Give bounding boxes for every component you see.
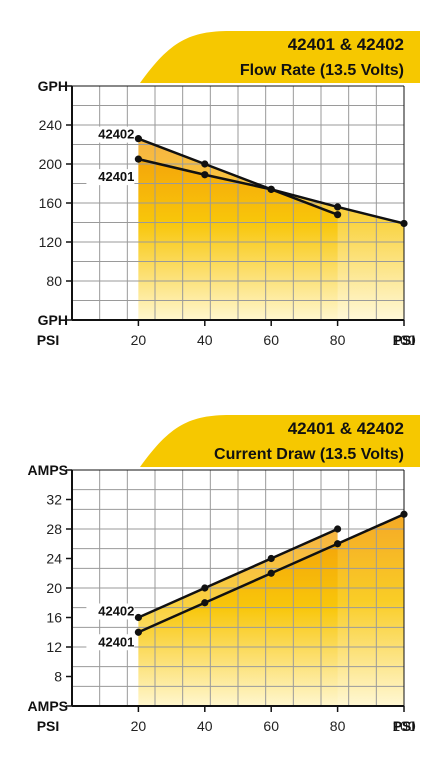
data-point [400,219,408,228]
data-point [201,584,209,592]
y-tick-label: 28 [46,521,62,537]
title-banner [140,415,420,467]
x-tick-label: 60 [263,332,279,348]
x-axis-unit-left: PSI [37,718,60,734]
chart-title: 42401 & 42402 [288,35,404,54]
x-tick-label: 40 [197,332,213,348]
x-tick-label: 80 [330,718,346,734]
y-tick-label: 160 [39,195,63,211]
y-axis-unit-bottom: GPH [38,312,68,328]
series-label: 42402 [98,604,134,619]
title-banner [140,31,420,83]
data-point [134,613,142,622]
y-tick-label: 80 [46,273,62,289]
series-label: 42402 [98,127,134,142]
data-point [267,185,275,193]
series-label-bg [86,634,135,651]
x-tick-label: 40 [197,718,213,734]
data-point [201,599,209,607]
y-axis-unit-bottom: AMPS [28,698,68,714]
series-line [137,527,339,619]
y-axis-unit-top: GPH [38,78,68,94]
series-label: 42401 [98,634,134,649]
series-label-bg [86,169,135,186]
x-axis-unit-right: PSI [393,332,416,348]
x-tick-label: 100 [392,718,416,734]
x-tick-label: 100 [392,332,416,348]
chart-subtitle: Current Draw (13.5 Volts) [214,446,404,463]
data-point [267,554,275,563]
data-point [334,525,342,533]
y-tick-label: 240 [39,117,63,133]
x-tick-label: 20 [131,718,147,734]
y-axis-unit-top: AMPS [28,462,68,478]
data-point [134,155,142,163]
data-point [334,203,342,211]
x-axis-unit-right: PSI [393,718,416,734]
y-tick-label: 20 [46,580,62,596]
data-point [334,540,342,548]
y-tick-label: 16 [46,610,62,626]
y-tick-label: 8 [54,669,62,685]
series-line [138,157,339,216]
y-tick-label: 24 [46,551,62,567]
y-tick-label: 120 [39,234,63,250]
chart-title: 42401 & 42402 [288,419,404,438]
x-axis-unit-left: PSI [37,332,60,348]
series-label-bg [86,603,135,620]
chart-subtitle: Flow Rate (13.5 Volts) [240,62,404,79]
y-tick-label: 32 [46,492,62,508]
series-label: 42401 [98,169,134,184]
data-point [400,510,408,518]
series-label-bg [86,126,135,143]
y-tick-label: 200 [39,156,63,172]
data-point [201,160,209,168]
x-tick-label: 60 [263,718,279,734]
data-point [334,211,342,219]
current-draw-chart: 42401 & 42402 Current Draw (13.5 Volts) 8 1… [28,415,420,734]
y-tick-label: 12 [46,639,62,655]
x-tick-label: 80 [330,332,346,348]
data-point [134,135,142,143]
x-tick-label: 20 [131,332,147,348]
data-point [201,171,209,179]
data-point [134,628,142,636]
series-area [138,138,404,320]
data-point [267,569,275,577]
flow-rate-chart: 42401 & 42402 Flow Rate (13.5 Volts) 80 120… [37,31,420,348]
